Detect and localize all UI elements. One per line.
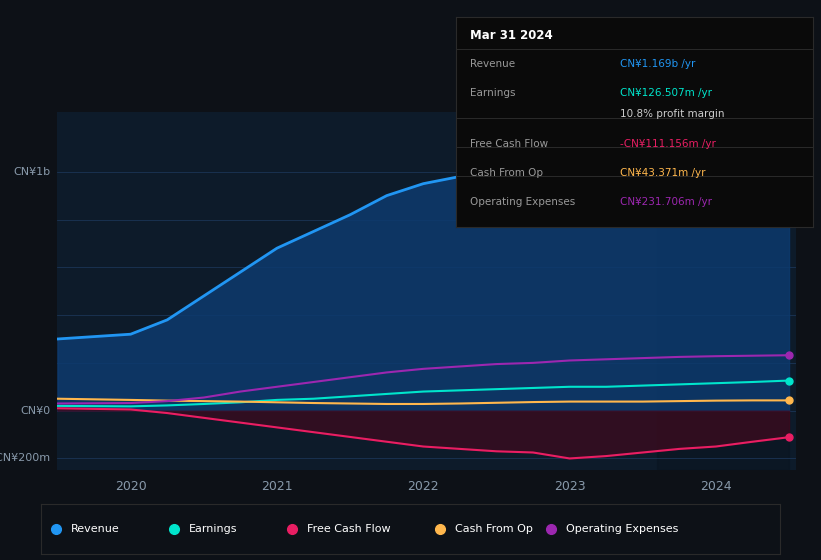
Text: Revenue: Revenue [71, 524, 119, 534]
Text: 2021: 2021 [261, 480, 293, 493]
Text: 2023: 2023 [554, 480, 585, 493]
Text: Revenue: Revenue [470, 59, 515, 69]
Text: Mar 31 2024: Mar 31 2024 [470, 30, 553, 43]
Text: -CN¥200m: -CN¥200m [0, 454, 50, 464]
Text: 10.8% profit margin: 10.8% profit margin [620, 109, 724, 119]
Text: 2020: 2020 [115, 480, 146, 493]
Text: CN¥126.507m /yr: CN¥126.507m /yr [620, 88, 712, 98]
Text: Operating Expenses: Operating Expenses [470, 198, 576, 207]
Text: 2024: 2024 [700, 480, 732, 493]
Text: CN¥0: CN¥0 [20, 405, 50, 416]
Text: Operating Expenses: Operating Expenses [566, 524, 678, 534]
Text: Cash From Op: Cash From Op [470, 168, 543, 178]
Text: CN¥231.706m /yr: CN¥231.706m /yr [620, 198, 712, 207]
Text: Earnings: Earnings [470, 88, 516, 98]
Text: Free Cash Flow: Free Cash Flow [470, 139, 548, 148]
Text: CN¥1b: CN¥1b [13, 167, 50, 177]
Text: -CN¥111.156m /yr: -CN¥111.156m /yr [620, 139, 716, 148]
Text: 2022: 2022 [407, 480, 439, 493]
Text: Cash From Op: Cash From Op [455, 524, 533, 534]
Text: Free Cash Flow: Free Cash Flow [307, 524, 391, 534]
Text: Earnings: Earnings [189, 524, 237, 534]
Text: CN¥1.169b /yr: CN¥1.169b /yr [620, 59, 695, 69]
Bar [658, 112, 789, 470]
Text: CN¥43.371m /yr: CN¥43.371m /yr [620, 168, 705, 178]
